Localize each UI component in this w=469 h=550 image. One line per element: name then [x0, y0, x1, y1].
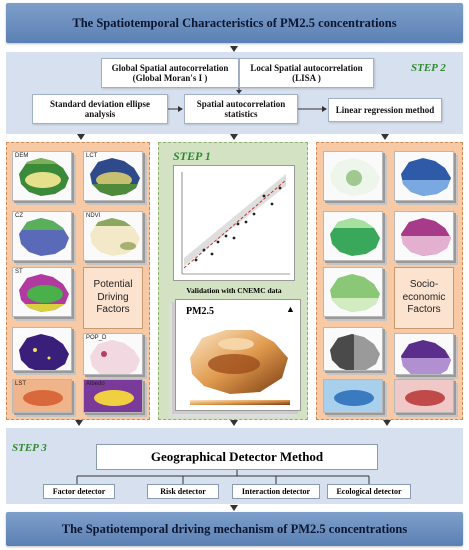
step3-panel: STEP 3 Geographical Detector Method Fact…: [6, 428, 463, 504]
potential-factors-label-box: Potential Driving Factors: [83, 267, 143, 329]
lisa-box: Local Spatial autocorrelation (LISA ): [239, 58, 374, 88]
card-label: POP_D: [86, 335, 107, 341]
linear-regression-box: Linear regression method: [328, 98, 442, 122]
socio-card: [323, 327, 383, 371]
socioeconomic-label-box: Socio- economic Factors: [394, 267, 454, 329]
arrow-down-icon: [381, 134, 389, 140]
arrow-down-icon: [230, 46, 238, 52]
socio-card: [323, 379, 383, 413]
card-label: ST: [15, 269, 23, 275]
bottom-banner: The Spatiotemporal driving mechanism of …: [6, 512, 463, 546]
potential-factors-panel: DEM LCT CZ NDVI ST Potential Driving Fac…: [6, 142, 150, 420]
risk-detector-box: Risk detector: [147, 484, 219, 499]
step1-panel: STEP 1 Validation with CNEMC data PM2.5 …: [158, 142, 308, 420]
pm25-map: PM2.5 ▲: [175, 299, 301, 411]
socio-card: [394, 151, 454, 201]
validation-caption: Validation with CNEMC data: [186, 286, 282, 295]
factor-card-dem: DEM: [12, 151, 72, 201]
factor-card-st: ST: [12, 267, 72, 317]
socio-card: [323, 267, 383, 317]
socio-card: [323, 151, 383, 201]
step1-label: STEP 1: [173, 149, 211, 163]
interaction-detector-box: Interaction detector: [232, 484, 320, 499]
card-label: LST: [15, 381, 27, 387]
scatter-graphic: [181, 172, 290, 278]
factor-detector-box: Factor detector: [43, 484, 115, 499]
factor-card-ndvi: NDVI: [83, 211, 143, 261]
factor-card-nsl: NSL: [12, 327, 72, 371]
card-label: DEM: [15, 153, 29, 159]
pm25-graphic: [190, 330, 290, 405]
arrow-down-icon: [383, 420, 391, 426]
factor-card-lst: LST: [12, 379, 72, 413]
north-arrow-icon: ▲: [286, 304, 295, 314]
arrow-down-icon: [230, 420, 238, 426]
step3-label: STEP 3: [12, 442, 47, 454]
step2-panel: STEP 2 Global Spatial autocorrelation (G…: [6, 52, 463, 134]
factor-card-lct: LCT: [83, 151, 143, 201]
card-label: NSL: [15, 329, 27, 335]
validation-scatter-plot: [173, 165, 295, 281]
socio-card: [394, 211, 454, 261]
top-banner: The Spatiotemporal Characteristics of PM…: [6, 3, 463, 43]
arrow-down-icon: [75, 420, 83, 426]
card-label: Albedo: [86, 381, 105, 387]
card-label: LCT: [86, 153, 98, 159]
potential-factors-label: Potential Driving Factors: [93, 279, 133, 316]
socio-card: [394, 379, 454, 413]
card-label: NDVI: [86, 213, 101, 219]
step2-label: STEP 2: [411, 62, 446, 74]
sde-box: Standard deviation ellipse analysis: [32, 94, 168, 124]
arrow-down-icon: [230, 134, 238, 140]
socioeconomic-label: Socio- economic Factors: [402, 279, 446, 316]
global-moran-box: Global Spatial autocorrelation (Global M…: [101, 58, 239, 88]
ecological-detector-box: Ecological detector: [327, 484, 411, 499]
card-label: CZ: [15, 213, 23, 219]
pm25-title: PM2.5: [186, 306, 215, 317]
arrow-down-icon: [77, 134, 85, 140]
spatial-stats-box: Spatial autocorrelation statistics: [184, 94, 298, 124]
arrow-down-icon: [230, 505, 238, 511]
geographical-detector-box: Geographical Detector Method: [96, 444, 378, 470]
socio-card: [323, 211, 383, 261]
socio-card: [394, 333, 454, 375]
factor-card-cz: CZ: [12, 211, 72, 261]
socioeconomic-panel: Socio- economic Factors: [316, 142, 463, 420]
factor-card-pop-d: POP_D: [83, 333, 143, 375]
factor-card-albedo: Albedo: [83, 379, 143, 413]
